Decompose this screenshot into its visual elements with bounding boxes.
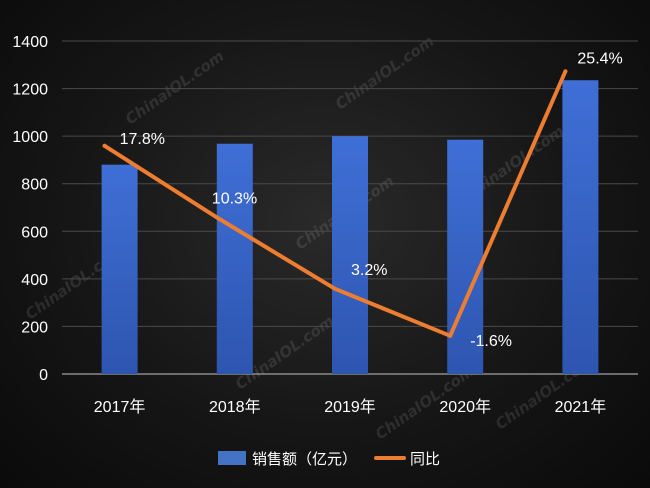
y-tick-label: 0 [39,367,48,384]
legend-label: 销售额（亿元） [252,450,357,468]
line-point [102,143,107,148]
y-axis: 0 200 400 600 800 1000 1200 1400 [12,34,48,384]
y-tick-label: 1400 [12,34,48,51]
bar-series [101,80,599,374]
y-tick-label: 800 [21,177,48,194]
line-series [102,69,568,338]
x-tick-label: 2017年 [94,398,146,416]
line-point [448,333,453,338]
bar [332,136,368,374]
x-tick-label: 2021年 [555,398,607,416]
legend-label: 同比 [410,450,440,468]
data-label: 10.3% [212,190,257,207]
data-label: -1.6% [470,333,512,350]
x-tick-label: 2020年 [439,398,491,416]
legend: 销售额（亿元） 同比 [218,450,440,468]
x-tick-label: 2018年 [209,398,261,416]
y-tick-label: 200 [21,319,48,336]
data-label: 17.8% [120,131,165,148]
x-axis: 2017年 2018年 2019年 2020年 2021年 [94,398,606,416]
y-tick-label: 600 [21,224,48,241]
bar [562,80,599,374]
data-labels: 17.8% 10.3% 3.2% -1.6% 25.4% [120,50,623,349]
legend-swatch-bar [218,451,246,465]
line-point [217,217,222,222]
y-tick-label: 1000 [12,129,48,146]
watermark-text: ChinaIOL.com [122,47,227,128]
bar [447,139,484,374]
data-label: 3.2% [351,262,387,279]
line-point [333,286,337,291]
x-tick-label: 2019年 [324,398,376,416]
watermark-text: ChinaIOL.com [332,32,437,113]
y-tick-label: 1200 [12,82,48,99]
y-tick-label: 400 [21,272,48,289]
bar [101,164,138,374]
line-point [563,69,568,74]
data-label: 25.4% [577,50,622,67]
bar [216,143,253,374]
